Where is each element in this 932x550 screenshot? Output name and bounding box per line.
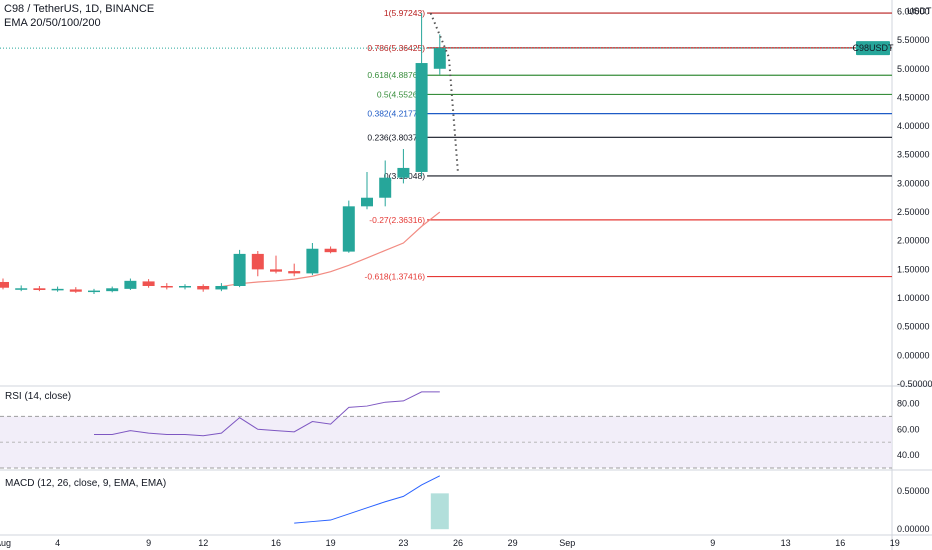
price-tick-label: 6.00000 [897,6,930,16]
price-tick-label: 2.50000 [897,207,930,217]
fib-level-label: 0.382(4.21771) [367,109,425,119]
candle-body [233,253,246,286]
rsi-tick-label: 60.00 [897,424,920,434]
price-tag-label: C98USDT [852,43,894,53]
candle-body [69,289,82,292]
candle-body [51,288,64,291]
candle-body [215,285,228,290]
time-tick-label: 16 [835,538,845,548]
time-tick-label: 13 [781,538,791,548]
candle-body [179,285,191,288]
price-tick-label: 1.00000 [897,293,930,303]
time-tick-label: 26 [453,538,463,548]
candle-body [0,281,9,288]
price-tag [856,41,890,56]
candle-body [88,290,100,293]
macd-line [294,475,441,524]
time-tick-label: 4 [55,538,60,548]
rsi-line [94,391,440,437]
macd-histogram-bar [430,493,449,530]
candle-body [197,285,210,290]
time-tick-label: 12 [198,538,208,548]
price-tick-label: 0.00000 [897,350,930,360]
macd-tick-label: 0.00000 [897,524,930,534]
candle-body [433,48,446,69]
price-tick-label: 0.50000 [897,322,930,332]
price-tick-label: 5.50000 [897,35,930,45]
candle-body [270,269,282,272]
price-tick-label: 1.50000 [897,264,930,274]
candle-body [124,280,137,289]
macd-tick-label: 0.50000 [897,486,930,496]
candle-body [379,177,392,198]
macd-title: MACD (12, 26, close, 9, EMA, EMA) [5,478,166,489]
time-tick-label: 23 [398,538,408,548]
fib-level-label: 0.618(4.88761) [367,70,425,80]
rsi-tick-label: 40.00 [897,450,920,460]
candle-body [415,63,428,172]
fib-level-label: 1(5.97243) [384,8,425,18]
candle-body [361,197,373,207]
ema-line [221,211,441,288]
indicator-legend: EMA 20/50/100/200 [4,17,101,29]
price-tick-label: 4.50000 [897,92,930,102]
candle-body [33,288,46,291]
candle-body [160,285,173,288]
price-tick-label: -0.50000 [897,379,932,389]
fib-level-label: -0.618(1.37416) [365,272,426,282]
price-tick-label: 3.00000 [897,178,930,188]
candle-body [342,206,355,252]
projection-path [429,12,459,174]
time-tick-label: 19 [326,538,336,548]
axis-currency: USDT [907,6,932,16]
time-tick-label: Sep [559,538,575,548]
time-tick-label: Aug [0,538,11,548]
time-tick-label: 9 [146,538,151,548]
rsi-title: RSI (14, close) [5,391,71,402]
candle-body [306,248,319,274]
price-tick-label: 2.00000 [897,236,930,246]
candle-body [288,271,301,274]
price-tick-label: 5.00000 [897,64,930,74]
candle-body [106,288,119,292]
fib-level-label: 0.236(3.80378) [367,132,425,142]
candle-body [15,288,28,290]
price-tick-label: 4.00000 [897,121,930,131]
candle-body [397,167,410,178]
fib-level-label: -0.27(2.36316) [369,215,425,225]
chart-title: C98 / TetherUS, 1D, BINANCE [4,3,155,15]
fib-level-label: 0.5(4.55266) [377,89,425,99]
time-tick-label: 29 [508,538,518,548]
candle-body [324,248,337,253]
time-tick-label: 19 [890,538,900,548]
time-tick-label: 16 [271,538,281,548]
rsi-tick-label: 80.00 [897,398,920,408]
time-tick-label: 9 [710,538,715,548]
candle-body [251,253,264,270]
price-tick-label: 3.50000 [897,150,930,160]
candle-body [142,281,155,286]
